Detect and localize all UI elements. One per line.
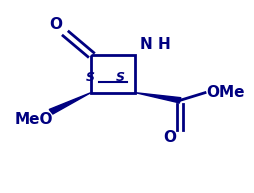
Text: S: S	[86, 71, 95, 84]
Text: N H: N H	[140, 37, 170, 52]
Text: S: S	[116, 71, 124, 84]
Text: O: O	[163, 130, 176, 145]
Polygon shape	[49, 93, 90, 114]
Text: MeO: MeO	[15, 112, 53, 127]
Text: OMe: OMe	[205, 85, 244, 100]
Polygon shape	[135, 93, 180, 103]
Text: O: O	[49, 17, 62, 32]
